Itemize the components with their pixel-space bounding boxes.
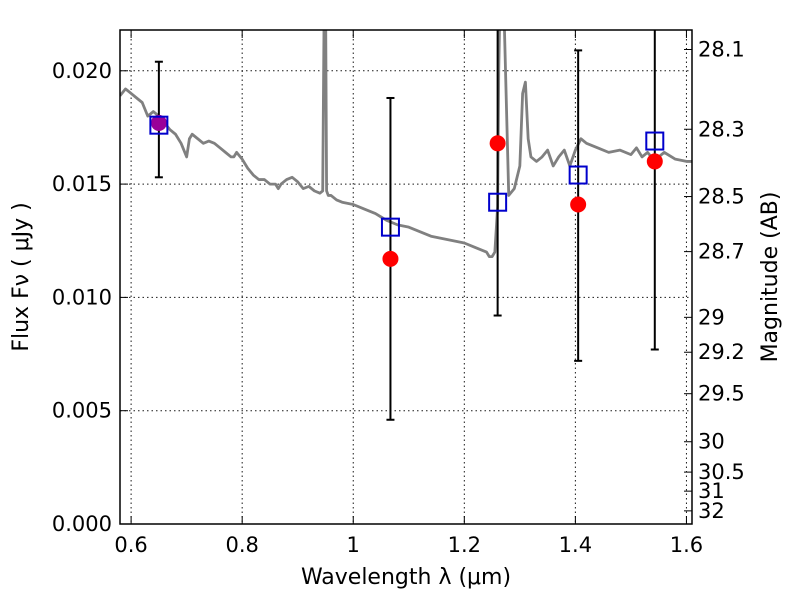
y-tick-label: 0.005 bbox=[52, 399, 112, 423]
y2-tick-label: 28.7 bbox=[698, 240, 745, 264]
axis-ticks bbox=[120, 30, 692, 525]
plot-frame bbox=[119, 29, 693, 525]
y2-tick-label: 29.2 bbox=[698, 340, 745, 364]
y-axis-label: Flux Fν ( μJy ) bbox=[9, 202, 34, 351]
data-point-square bbox=[488, 192, 508, 212]
y2-tick-label: 29.5 bbox=[698, 382, 745, 406]
x-tick-label: 1.6 bbox=[670, 533, 703, 557]
x-tick-label: 1.2 bbox=[448, 533, 481, 557]
x-tick-label: 1 bbox=[347, 533, 360, 557]
y2-tick-label: 28.1 bbox=[698, 37, 745, 61]
x-tick-label: 1.4 bbox=[559, 533, 592, 557]
model-spectrum-line bbox=[120, 30, 692, 259]
data-point-square bbox=[568, 165, 588, 185]
data-point-circle bbox=[150, 114, 167, 131]
y2-tick-label: 30.5 bbox=[698, 460, 745, 484]
plot-area bbox=[120, 30, 692, 421]
y2-tick-label: 29 bbox=[698, 305, 725, 329]
data-point-circle bbox=[646, 153, 663, 170]
y-tick-label: 0.015 bbox=[52, 172, 112, 196]
data-point-circle bbox=[570, 196, 587, 213]
data-point-circle bbox=[489, 135, 506, 152]
y2-axis-label: Magnitude (AB) bbox=[758, 192, 783, 363]
x-axis-label: Wavelength λ (μm) bbox=[301, 565, 511, 590]
x-tick-label: 0.8 bbox=[225, 533, 258, 557]
y-tick-label: 0.010 bbox=[52, 285, 112, 309]
data-point-square bbox=[645, 131, 665, 151]
y2-tick-label: 30 bbox=[698, 430, 725, 454]
data-point-square bbox=[380, 217, 400, 237]
y2-tick-label: 28.3 bbox=[698, 117, 745, 141]
y2-tick-label: 28.5 bbox=[698, 185, 745, 209]
data-point-square bbox=[149, 115, 169, 135]
data-markers bbox=[149, 114, 665, 267]
data-point-circle bbox=[382, 250, 399, 267]
y-tick-label: 0.000 bbox=[52, 512, 112, 536]
tick-labels: 0.6 0.8 1 1.2 1.4 1.6 0.000 0.005 0.010 0.015 0.02… bbox=[52, 37, 745, 557]
y2-tick-label: 31 bbox=[698, 479, 725, 503]
y2-tick-label: 32 bbox=[698, 499, 725, 523]
y-tick-label: 0.020 bbox=[52, 59, 112, 83]
x-tick-label: 0.6 bbox=[114, 533, 147, 557]
